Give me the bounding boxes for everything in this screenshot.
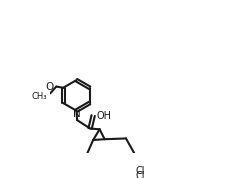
- Text: OH: OH: [97, 111, 112, 121]
- Text: O: O: [45, 82, 53, 91]
- Text: CH₃: CH₃: [32, 92, 47, 101]
- Text: N: N: [73, 109, 81, 119]
- Text: Cl: Cl: [136, 166, 145, 176]
- Text: Cl: Cl: [136, 171, 145, 178]
